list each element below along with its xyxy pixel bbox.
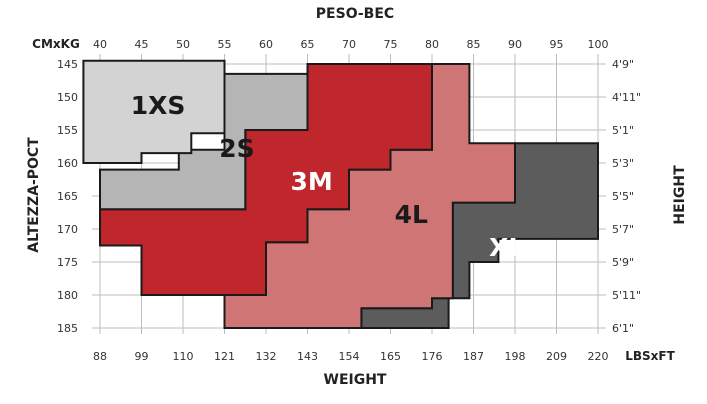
ft-tick-label: 4'11": [612, 91, 641, 104]
tick-labels: 40 88 45 99 50 110 55 121 60 132 65 143 70 154 75 165 80…: [57, 38, 641, 363]
kg-tick-label: 85: [467, 38, 481, 51]
cm-tick-label: 150: [57, 91, 78, 104]
lbs-tick-label: 110: [173, 350, 194, 363]
ft-tick-label: 5'5": [612, 190, 634, 203]
left-axis-title: ALTEZZA-POCT: [26, 137, 42, 253]
size-region-label: 4L: [395, 200, 428, 229]
size-region-label: 2S: [219, 134, 254, 163]
lbs-tick-label: 187: [463, 350, 484, 363]
kg-tick-label: 50: [176, 38, 190, 51]
kg-tick-label: 40: [93, 38, 107, 51]
lbs-tick-label: 132: [256, 350, 277, 363]
top-unit-label: CMxKG: [32, 37, 80, 51]
ft-tick-label: 5'1": [612, 124, 634, 137]
kg-tick-label: 55: [218, 38, 232, 51]
kg-tick-label: 80: [425, 38, 439, 51]
cm-tick-label: 170: [57, 223, 78, 236]
ft-tick-label: 5'9": [612, 256, 634, 269]
kg-tick-label: 45: [135, 38, 149, 51]
ft-tick-label: 5'11": [612, 289, 641, 302]
right-axis-title: HEIGHT: [672, 165, 688, 225]
cm-tick-label: 145: [57, 58, 78, 71]
size-region-label: 3M: [291, 167, 333, 196]
cm-tick-label: 155: [57, 124, 78, 137]
lbs-tick-label: 143: [297, 350, 318, 363]
kg-tick-label: 75: [384, 38, 398, 51]
lbs-tick-label: 88: [93, 350, 107, 363]
ft-tick-label: 5'7": [612, 223, 634, 236]
lbs-tick-label: 220: [588, 350, 609, 363]
size-region-shape: [99, 72, 309, 211]
bottom-axis-title: WEIGHT: [324, 372, 387, 388]
kg-tick-label: 60: [259, 38, 273, 51]
kg-tick-label: 70: [342, 38, 356, 51]
kg-tick-label: 65: [301, 38, 315, 51]
kg-tick-label: 90: [508, 38, 522, 51]
size-region-2s: 2S: [99, 72, 309, 211]
ft-tick-label: 4'9": [612, 58, 634, 71]
top-axis-title: PESO-BEC: [316, 6, 394, 22]
cm-tick-label: 185: [57, 322, 78, 335]
ft-tick-label: 6'1": [612, 322, 634, 335]
kg-tick-label: 100: [588, 38, 609, 51]
size-region-1xs: 1XS: [82, 59, 226, 164]
cm-tick-label: 175: [57, 256, 78, 269]
lbs-tick-label: 99: [135, 350, 149, 363]
lbs-tick-label: 176: [422, 350, 443, 363]
lbs-tick-label: 154: [339, 350, 360, 363]
size-region-shape: [82, 59, 226, 164]
size-regions: XL 4L 3M 2S 1XS: [82, 59, 599, 329]
kg-tick-label: 95: [550, 38, 564, 51]
lbs-tick-label: 121: [214, 350, 235, 363]
bottom-unit-label: LBSxFT: [625, 349, 675, 363]
lbs-tick-label: 198: [505, 350, 526, 363]
lbs-tick-label: 165: [380, 350, 401, 363]
cm-tick-label: 165: [57, 190, 78, 203]
ft-tick-label: 5'3": [612, 157, 634, 170]
lbs-tick-label: 209: [546, 350, 567, 363]
cm-tick-label: 180: [57, 289, 78, 302]
size-region-label: XL: [489, 233, 524, 262]
cm-tick-label: 160: [57, 157, 78, 170]
size-region-label: 1XS: [131, 91, 186, 120]
